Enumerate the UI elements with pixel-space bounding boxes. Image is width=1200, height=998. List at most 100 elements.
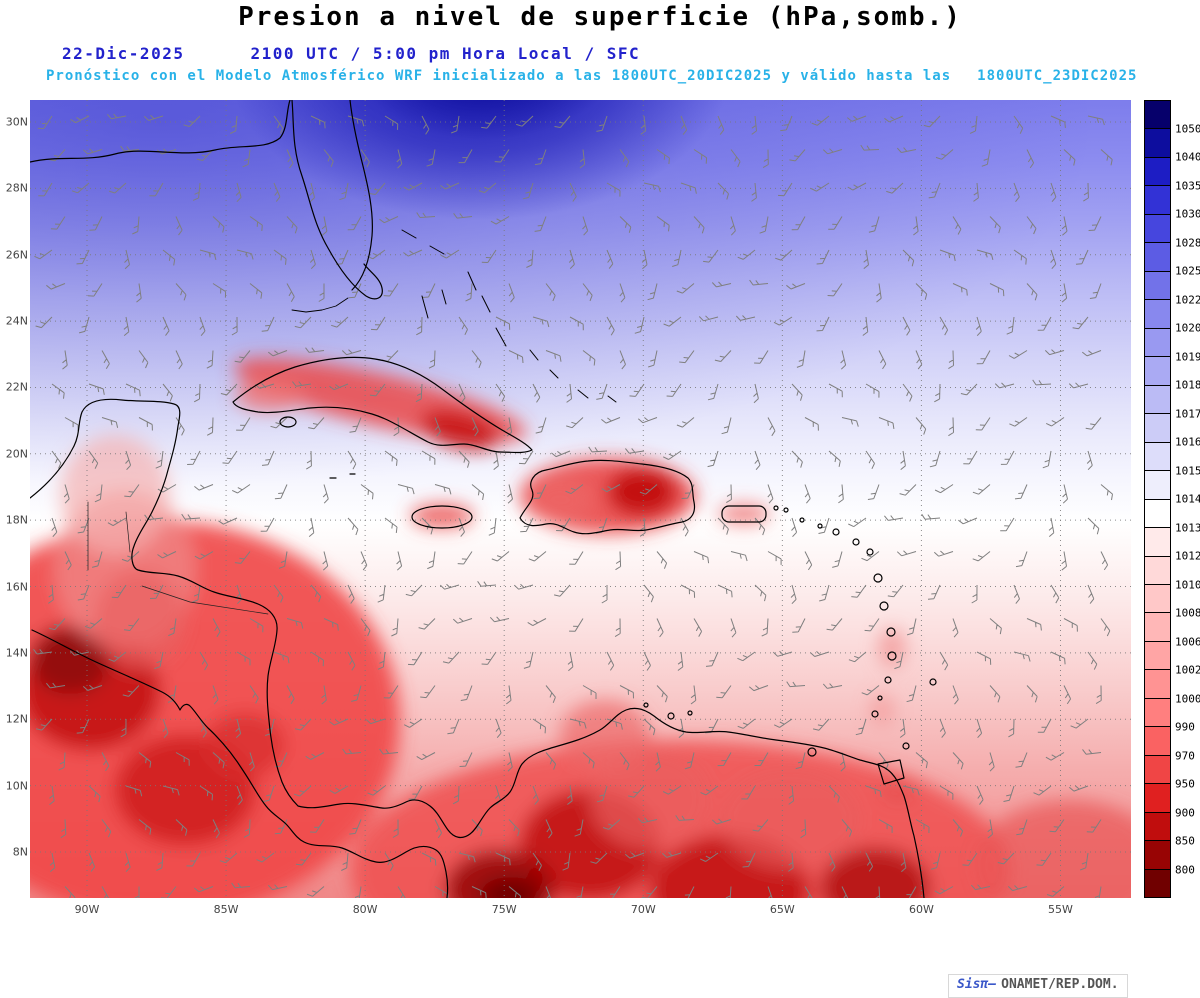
colorbar-cell [1145, 384, 1170, 414]
colorbar-tick-label: 1030 [1174, 207, 1200, 221]
colorbar-tick-label: 1000 [1174, 691, 1200, 706]
colorbar-cell [1145, 783, 1170, 812]
colorbar-cell [1145, 726, 1170, 755]
colorbar-tick-label: 1017 [1174, 406, 1200, 421]
time-label: 2100 UTC / 5:00 pm Hora Local / SFC [250, 44, 641, 63]
colorbar-cell [1145, 754, 1170, 784]
colorbar-cell [1145, 413, 1170, 442]
colorbar-tick-label: 1012 [1174, 549, 1200, 563]
florida-keys [291, 297, 349, 313]
page-title: Presion a nivel de superficie (hPa,somb.… [238, 2, 962, 32]
forecast-line: Pronóstico con el Modelo Atmosférico WRF… [46, 68, 1137, 84]
lat-label: 8N [12, 845, 28, 859]
colorbar-tick-label: 1008 [1174, 606, 1200, 620]
colorbar-cell [1145, 840, 1170, 869]
colorbar-tick-label: 1022 [1174, 292, 1200, 307]
coastlines [30, 100, 937, 898]
colorbar-tick-label: 1020 [1174, 321, 1200, 335]
cayman-islands [329, 473, 356, 479]
lat-label: 20N [5, 447, 28, 461]
lon-label: 80W [352, 903, 378, 916]
lon-label: 90W [74, 903, 100, 916]
colorbar-cell [1145, 185, 1170, 214]
colorbar-cell [1145, 583, 1170, 613]
datetime-line: 22-Dic-2025 2100 UTC / 5:00 pm Hora Local… [62, 44, 640, 63]
lat-label: 12N [5, 712, 28, 726]
colorbar-tick-label: 1013 [1174, 520, 1200, 535]
colorbar-tick-label: 1016 [1174, 435, 1200, 449]
colorbar-cell [1145, 697, 1170, 727]
central-america-coast [30, 398, 925, 898]
lesser-antilles [643, 505, 937, 785]
colorbar-tick-label: 1035 [1174, 178, 1200, 193]
lat-label: 18N [5, 513, 28, 527]
lon-label: 65W [769, 903, 795, 916]
colorbar-cell [1145, 156, 1170, 186]
colorbar-cell [1145, 669, 1170, 698]
colorbar-tick-label: 1028 [1174, 235, 1200, 250]
colorbar-tick-label: 1002 [1174, 663, 1200, 677]
lat-label: 16N [5, 580, 28, 594]
colorbar-tick-label: 950 [1174, 777, 1196, 791]
pressure-map [30, 100, 1131, 898]
colorbar-tick-label: 1025 [1174, 264, 1200, 278]
forecast-text: Pronóstico con el Modelo Atmosférico WRF… [46, 68, 952, 84]
hispaniola-coast [519, 459, 696, 535]
colorbar-cell [1145, 327, 1170, 357]
lon-label: 85W [213, 903, 239, 916]
lon-label: 75W [491, 903, 517, 916]
colorbar-tick-label: 1010 [1174, 577, 1200, 592]
credit-badge: Sisπ– ONAMET/REP.DOM. [948, 974, 1128, 998]
colorbar-tick-label: 1015 [1174, 463, 1200, 478]
valid-until-text: 1800UTC_23DIC2025 [977, 68, 1138, 84]
bahamas-islands [401, 229, 617, 403]
colorbar-cells [1144, 100, 1171, 898]
colorbar-cell [1145, 527, 1170, 556]
colorbar-tick-label: 1018 [1174, 378, 1200, 392]
florida-coast [291, 100, 383, 300]
cuba-coast [232, 356, 533, 454]
colorbar-cell [1145, 242, 1170, 271]
colorbar-cell [1145, 470, 1170, 499]
colorbar-tick-label: 1006 [1174, 634, 1200, 649]
pacific-coast [31, 629, 449, 898]
colorbar-cell [1145, 555, 1170, 584]
colorbar-tick-label: 1014 [1174, 492, 1200, 506]
lat-label: 24N [5, 314, 28, 328]
latlon-gridlines [30, 100, 1131, 898]
colorbar-tick-label: 1040 [1174, 150, 1200, 164]
map-area: Sisπ– ONAMET/REP.DOM. [30, 100, 1131, 998]
credit-logo: Sisπ– [957, 977, 997, 992]
colorbar-cell [1145, 612, 1170, 641]
colorbar-cell [1145, 270, 1170, 300]
colorbar-tick-label: 1050 [1174, 121, 1200, 136]
colorbar-tick-label: 850 [1174, 834, 1196, 848]
isla-juventud [279, 416, 297, 428]
lat-label: 26N [5, 248, 28, 262]
colorbar-tick-label: 990 [1174, 720, 1196, 734]
colorbar-cell [1145, 356, 1170, 385]
country-borders [87, 501, 269, 615]
colorbar-cell [1145, 498, 1170, 528]
colorbar-tick-label: 970 [1174, 748, 1196, 763]
colorbar-cell [1145, 213, 1170, 243]
colorbar-cell [1145, 441, 1170, 471]
jamaica-coast [411, 505, 473, 529]
wind-barbs-layer [33, 113, 1113, 898]
weather-map-page: Presion a nivel de superficie (hPa,somb.… [5, 2, 1200, 998]
colorbar-cell [1145, 101, 1170, 129]
lat-label: 10N [5, 779, 28, 793]
colorbar-tick-label: 800 [1174, 862, 1196, 877]
colorbar-tick-label: 1019 [1174, 349, 1200, 364]
lat-label: 28N [5, 181, 28, 195]
colorbar-cell [1145, 811, 1170, 841]
lat-label: 30N [5, 115, 28, 129]
colorbar-tick-label: 900 [1174, 805, 1196, 820]
gulf-coast [30, 100, 291, 163]
lon-label: 60W [908, 903, 934, 916]
colorbar-cell [1145, 868, 1170, 898]
colorbar-cell [1145, 299, 1170, 328]
credit-text: ONAMET/REP.DOM. [1001, 977, 1119, 992]
lon-label: 70W [630, 903, 656, 916]
colorbar-legend: 1050 1040 1035 1030 1028 1025 1022 1020 1019 1018… [1144, 100, 1200, 898]
